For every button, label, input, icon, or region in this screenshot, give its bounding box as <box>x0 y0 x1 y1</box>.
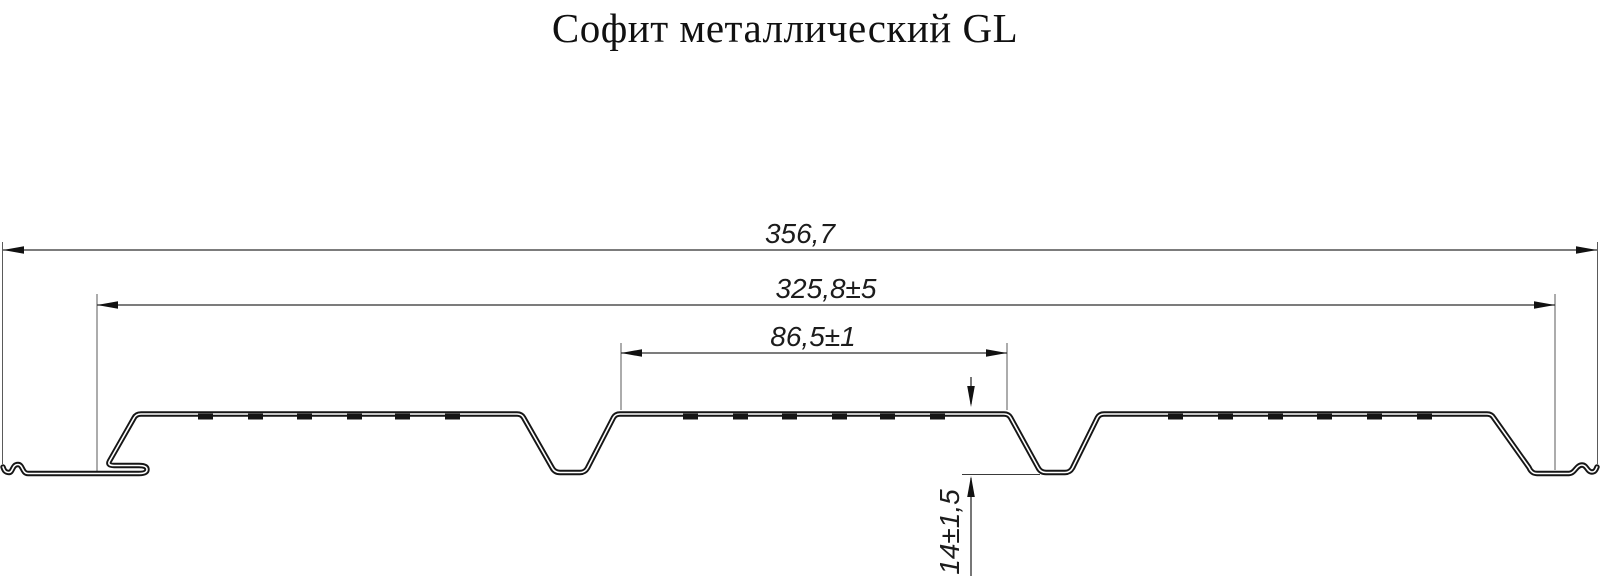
perforation-dash <box>733 413 748 420</box>
dim-label-profile-height: 14±1,5 <box>934 489 965 575</box>
perforation-dash <box>1168 413 1183 420</box>
perforation-dash <box>782 413 797 420</box>
perforation-dash <box>1317 413 1332 420</box>
perforation-dash <box>198 413 213 420</box>
perforation-dash <box>395 413 410 420</box>
dim-label-working-width: 325,8±5 <box>775 273 876 304</box>
perforation-dash <box>347 413 362 420</box>
perforation-dash <box>930 413 945 420</box>
arrowhead-pan-right <box>986 349 1007 357</box>
perforation-dash <box>248 413 263 420</box>
perforation-dash <box>683 413 698 420</box>
arrowhead-height-up <box>967 476 975 497</box>
perforation-dash <box>1367 413 1382 420</box>
perforation-dash <box>1417 413 1432 420</box>
dim-label-total-width: 356,7 <box>765 218 836 249</box>
perforation-row <box>198 413 1432 420</box>
arrowhead-pan-left <box>621 349 642 357</box>
perforation-dash <box>832 413 847 420</box>
arrowhead-working-left <box>97 301 118 309</box>
arrowhead-total-right <box>1576 246 1597 254</box>
arrowhead-height-down <box>967 386 975 407</box>
profile-layer <box>0 411 1600 477</box>
perforation-dash <box>445 413 460 420</box>
arrowhead-total-left <box>3 246 24 254</box>
profile-sheet-core <box>2 413 1598 475</box>
perforation-dash <box>1268 413 1283 420</box>
perforation-dash <box>297 413 312 420</box>
arrowhead-working-right <box>1534 301 1555 309</box>
perforation-dash <box>1218 413 1233 420</box>
profile-outline <box>0 411 1600 477</box>
perforation-dash <box>880 413 895 420</box>
dim-label-pan-width: 86,5±1 <box>770 321 855 352</box>
drawing-title: Софит металлический GL <box>551 5 1019 51</box>
dimension-layer: 356,7 325,8±5 86,5±1 14±1,5 <box>2 218 1598 576</box>
